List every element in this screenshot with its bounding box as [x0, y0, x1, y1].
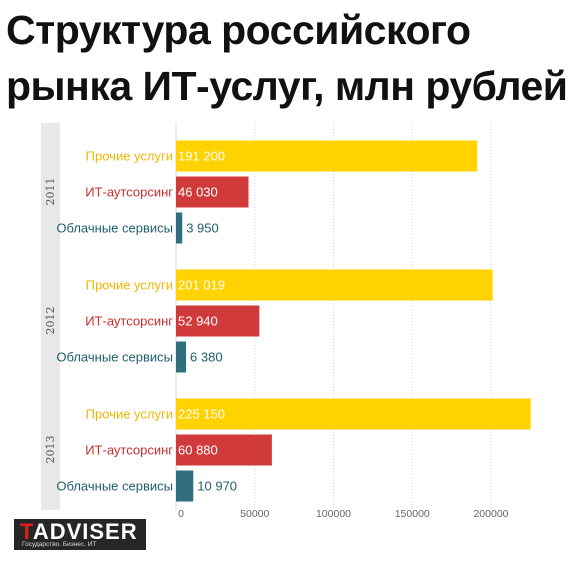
category-label: ИТ-аутсорсинг: [85, 185, 173, 200]
value-label: 3 950: [186, 221, 219, 236]
x-tick-label: 0: [178, 508, 184, 520]
logo-tagline: Государство. Бизнес. ИТ: [22, 541, 97, 548]
value-label: 6 380: [190, 350, 223, 365]
category-label: Облачные сервисы: [56, 350, 173, 365]
bar: [176, 341, 187, 373]
bar: [176, 176, 249, 208]
logo-accent-letter: T: [20, 519, 33, 544]
bar: [176, 269, 493, 301]
year-strip: [41, 123, 60, 510]
value-label: 46 030: [178, 185, 218, 200]
category-label: Облачные сервисы: [56, 221, 173, 236]
bar: [176, 212, 183, 244]
value-label: 201 019: [178, 278, 225, 293]
x-tick-label: 50000: [240, 508, 269, 520]
category-label: Прочие услуги: [86, 407, 173, 422]
value-label: 10 970: [197, 479, 237, 494]
category-label: Облачные сервисы: [56, 479, 173, 494]
year-label: 2012: [44, 307, 57, 335]
bar: [176, 470, 194, 502]
bar: [176, 305, 260, 337]
category-label: Прочие услуги: [86, 149, 173, 164]
category-label: Прочие услуги: [86, 278, 173, 293]
x-tick-label: 200000: [473, 508, 508, 520]
year-label: 2011: [44, 178, 57, 206]
value-label: 52 940: [178, 314, 218, 329]
bar: [176, 434, 272, 466]
bar: [176, 398, 531, 430]
x-tick-label: 150000: [395, 508, 430, 520]
logo-wordmark: TADVISER: [20, 520, 138, 544]
value-label: 60 880: [178, 443, 218, 458]
logo-name-rest: ADVISER: [32, 519, 138, 544]
category-label: ИТ-аутсорсинг: [85, 314, 173, 329]
tadviser-logo: TADVISER Государство. Бизнес. ИТ: [14, 519, 146, 550]
category-label: ИТ-аутсорсинг: [85, 443, 173, 458]
x-tick-label: 100000: [316, 508, 351, 520]
bar: [176, 140, 478, 172]
chart-title: Структура российского рынка ИТ-услуг, мл…: [6, 7, 568, 109]
value-label: 191 200: [178, 149, 225, 164]
year-label: 2013: [44, 436, 57, 464]
value-label: 225 150: [178, 407, 225, 422]
